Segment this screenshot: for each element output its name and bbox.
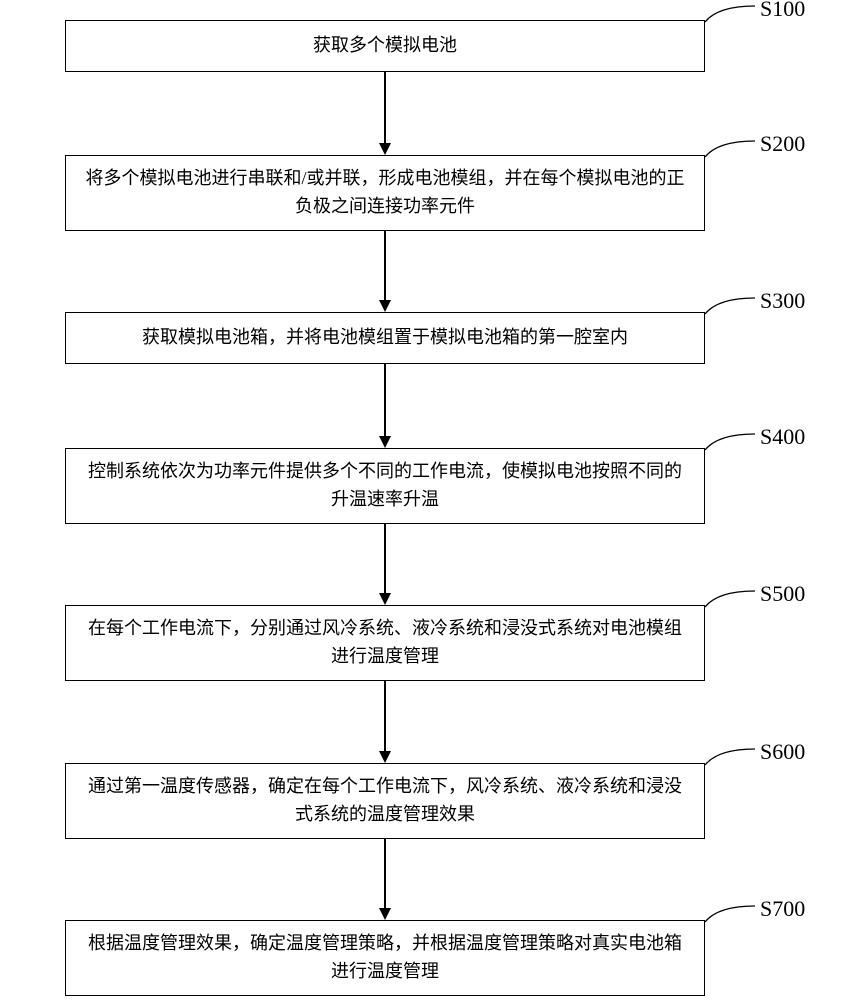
step-box-s700: 根据温度管理效果，确定温度管理策略，并根据温度管理策略对真实电池箱进行温度管理 <box>65 920 705 996</box>
step-text: 获取模拟电池箱，并将电池模组置于模拟电池箱的第一腔室内 <box>142 324 628 352</box>
arrow-line <box>384 839 386 908</box>
label-curve <box>703 2 763 32</box>
arrow-head-icon <box>379 143 391 155</box>
step-text: 将多个模拟电池进行串联和/或并联，形成电池模组，并在每个模拟电池的正负极之间连接… <box>84 165 686 221</box>
arrow-head-icon <box>379 436 391 448</box>
step-box-s200: 将多个模拟电池进行串联和/或并联，形成电池模组，并在每个模拟电池的正负极之间连接… <box>65 155 705 231</box>
arrow-line <box>384 72 386 143</box>
step-box-s300: 获取模拟电池箱，并将电池模组置于模拟电池箱的第一腔室内 <box>65 312 705 364</box>
step-text: 控制系统依次为功率元件提供多个不同的工作电流，使模拟电池按照不同的升温速率升温 <box>84 458 686 514</box>
step-label-s300: S300 <box>760 288 805 314</box>
step-text: 获取多个模拟电池 <box>313 32 457 60</box>
label-curve <box>703 902 763 932</box>
step-label-s500: S500 <box>760 581 805 607</box>
arrow-line <box>384 524 386 593</box>
arrow-head-icon <box>379 751 391 763</box>
label-curve <box>703 430 763 460</box>
arrow-line <box>384 364 386 436</box>
step-box-s500: 在每个工作电流下，分别通过风冷系统、液冷系统和浸没式系统对电池模组进行温度管理 <box>65 605 705 681</box>
step-label-s600: S600 <box>760 739 805 765</box>
arrow-head-icon <box>379 300 391 312</box>
label-curve <box>703 137 763 167</box>
step-label-s100: S100 <box>760 0 805 22</box>
label-curve <box>703 294 763 324</box>
arrow-line <box>384 681 386 751</box>
arrow-line <box>384 231 386 300</box>
label-curve <box>703 587 763 617</box>
arrow-head-icon <box>379 908 391 920</box>
step-label-s200: S200 <box>760 131 805 157</box>
step-text: 根据温度管理效果，确定温度管理策略，并根据温度管理策略对真实电池箱进行温度管理 <box>84 930 686 986</box>
step-box-s600: 通过第一温度传感器，确定在每个工作电流下，风冷系统、液冷系统和浸没式系统的温度管… <box>65 763 705 839</box>
arrow-head-icon <box>379 593 391 605</box>
flowchart-container: 获取多个模拟电池 S100 将多个模拟电池进行串联和/或并联，形成电池模组，并在每个… <box>0 0 850 1000</box>
step-box-s100: 获取多个模拟电池 <box>65 20 705 72</box>
step-text: 在每个工作电流下，分别通过风冷系统、液冷系统和浸没式系统对电池模组进行温度管理 <box>84 615 686 671</box>
step-box-s400: 控制系统依次为功率元件提供多个不同的工作电流，使模拟电池按照不同的升温速率升温 <box>65 448 705 524</box>
step-text: 通过第一温度传感器，确定在每个工作电流下，风冷系统、液冷系统和浸没式系统的温度管… <box>84 773 686 829</box>
step-label-s700: S700 <box>760 896 805 922</box>
label-curve <box>703 745 763 775</box>
step-label-s400: S400 <box>760 424 805 450</box>
